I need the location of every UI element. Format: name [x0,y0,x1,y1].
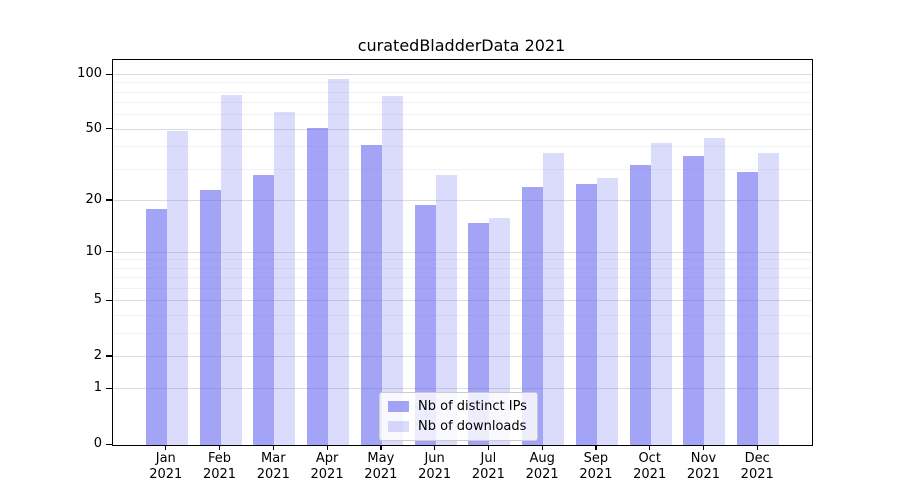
gridline-y-20 [113,199,812,201]
x-tick-label-nov: Nov 2021 [686,451,720,482]
legend-label-distinct-ips: Nb of distinct IPs [418,399,527,414]
bar-distinct-ips-feb [199,190,221,445]
legend-item-downloads: Nb of downloads [388,419,527,434]
bar-distinct-ips-mar [253,175,275,445]
bar-downloads-may [381,95,403,445]
gridline-y-4 [113,314,812,316]
bar-distinct-ips-nov [683,155,705,445]
y-tick-label-50: 50 [85,120,102,136]
y-tick-label-1: 1 [93,380,102,396]
y-tick-2 [106,355,112,357]
x-tick-label-mar: Mar 2021 [256,451,290,482]
gridline-y-8 [113,267,812,269]
bar-downloads-mar [274,111,296,445]
x-tick-apr [326,445,328,450]
x-tick-label-aug: Aug 2021 [525,451,559,482]
gridline-y-50 [113,128,812,130]
x-tick-nov [702,445,705,450]
plot-area: Nb of distinct IPs Nb of downloads [112,59,813,446]
legend-item-distinct-ips: Nb of distinct IPs [388,399,527,414]
x-tick-aug [541,445,543,450]
chart-title: curatedBladderData 2021 [357,36,566,55]
bar-downloads-jan [166,131,188,445]
gridline-y-1 [113,388,812,390]
bar-downloads-dec [758,153,780,445]
y-tick-10 [106,251,112,253]
x-tick-label-jun: Jun 2021 [418,451,452,482]
y-tick-label-100: 100 [77,66,102,81]
x-tick-label-feb: Feb 2021 [202,451,237,482]
bar-distinct-ips-apr [307,128,329,445]
bar-downloads-jul [489,217,511,445]
gridline-y-90 [113,82,812,84]
bar-distinct-ips-jan [145,208,167,445]
gridline-y-5 [113,300,812,302]
bar-distinct-ips-oct [629,164,651,445]
gridline-y-80 [113,91,812,93]
x-tick-label-sep: Sep 2021 [579,451,613,482]
bar-distinct-ips-may [360,145,382,445]
y-tick-label-2: 2 [93,347,102,363]
bar-downloads-feb [220,94,242,445]
y-tick-label-10: 10 [85,243,102,259]
y-tick-label-20: 20 [85,191,102,207]
bar-downloads-apr [328,79,350,445]
gridline-y-9 [113,259,812,261]
bar-distinct-ips-aug [522,186,544,445]
gridline-y-100 [113,74,812,75]
x-tick-dec [756,445,758,450]
legend: Nb of distinct IPs Nb of downloads [379,392,538,441]
x-tick-may [380,445,382,450]
bar-downloads-nov [704,138,726,445]
gridline-y-30 [113,168,812,170]
y-tick-100 [106,73,112,75]
legend-swatch-downloads [388,421,409,432]
x-tick-oct [649,445,651,450]
gridline-y-10 [113,251,812,253]
x-tick-label-jan: Jan 2021 [149,451,183,482]
gridline-y-6 [113,288,812,289]
gridline-y-40 [113,146,812,148]
x-tick-jan [165,445,167,450]
y-tick-50 [106,128,112,130]
bar-downloads-oct [650,143,672,445]
y-tick-20 [106,199,112,201]
x-tick-mar [272,445,274,450]
legend-label-downloads: Nb of downloads [418,419,527,434]
x-tick-sep [595,445,597,450]
bar-distinct-ips-jul [468,222,490,445]
x-tick-feb [219,445,221,450]
y-tick-label-5: 5 [93,292,102,308]
x-tick-label-apr: Apr 2021 [310,451,344,482]
gridline-y-60 [113,114,812,116]
bar-downloads-sep [596,177,618,445]
gridline-y-3 [113,332,812,334]
x-tick-label-jul: Jul 2021 [471,451,505,482]
gridline-y-7 [113,277,812,279]
x-tick-jul [487,445,490,450]
bar-distinct-ips-dec [737,172,759,445]
x-tick-label-oct: Oct 2021 [633,451,667,482]
gridline-y-2 [113,355,812,357]
gridline-y-70 [113,102,812,104]
legend-swatch-distinct-ips [388,401,409,412]
y-tick-label-0: 0 [93,436,102,451]
x-tick-label-dec: Dec 2021 [740,451,774,482]
y-tick-0 [106,443,112,445]
x-tick-label-may: May 2021 [364,451,398,482]
y-tick-1 [106,387,112,390]
bar-downloads-aug [543,153,565,445]
bar-distinct-ips-jun [414,204,436,445]
x-tick-jun [434,445,436,450]
bar-downloads-jun [435,175,457,445]
bar-distinct-ips-sep [575,183,597,445]
y-tick-5 [106,299,112,302]
